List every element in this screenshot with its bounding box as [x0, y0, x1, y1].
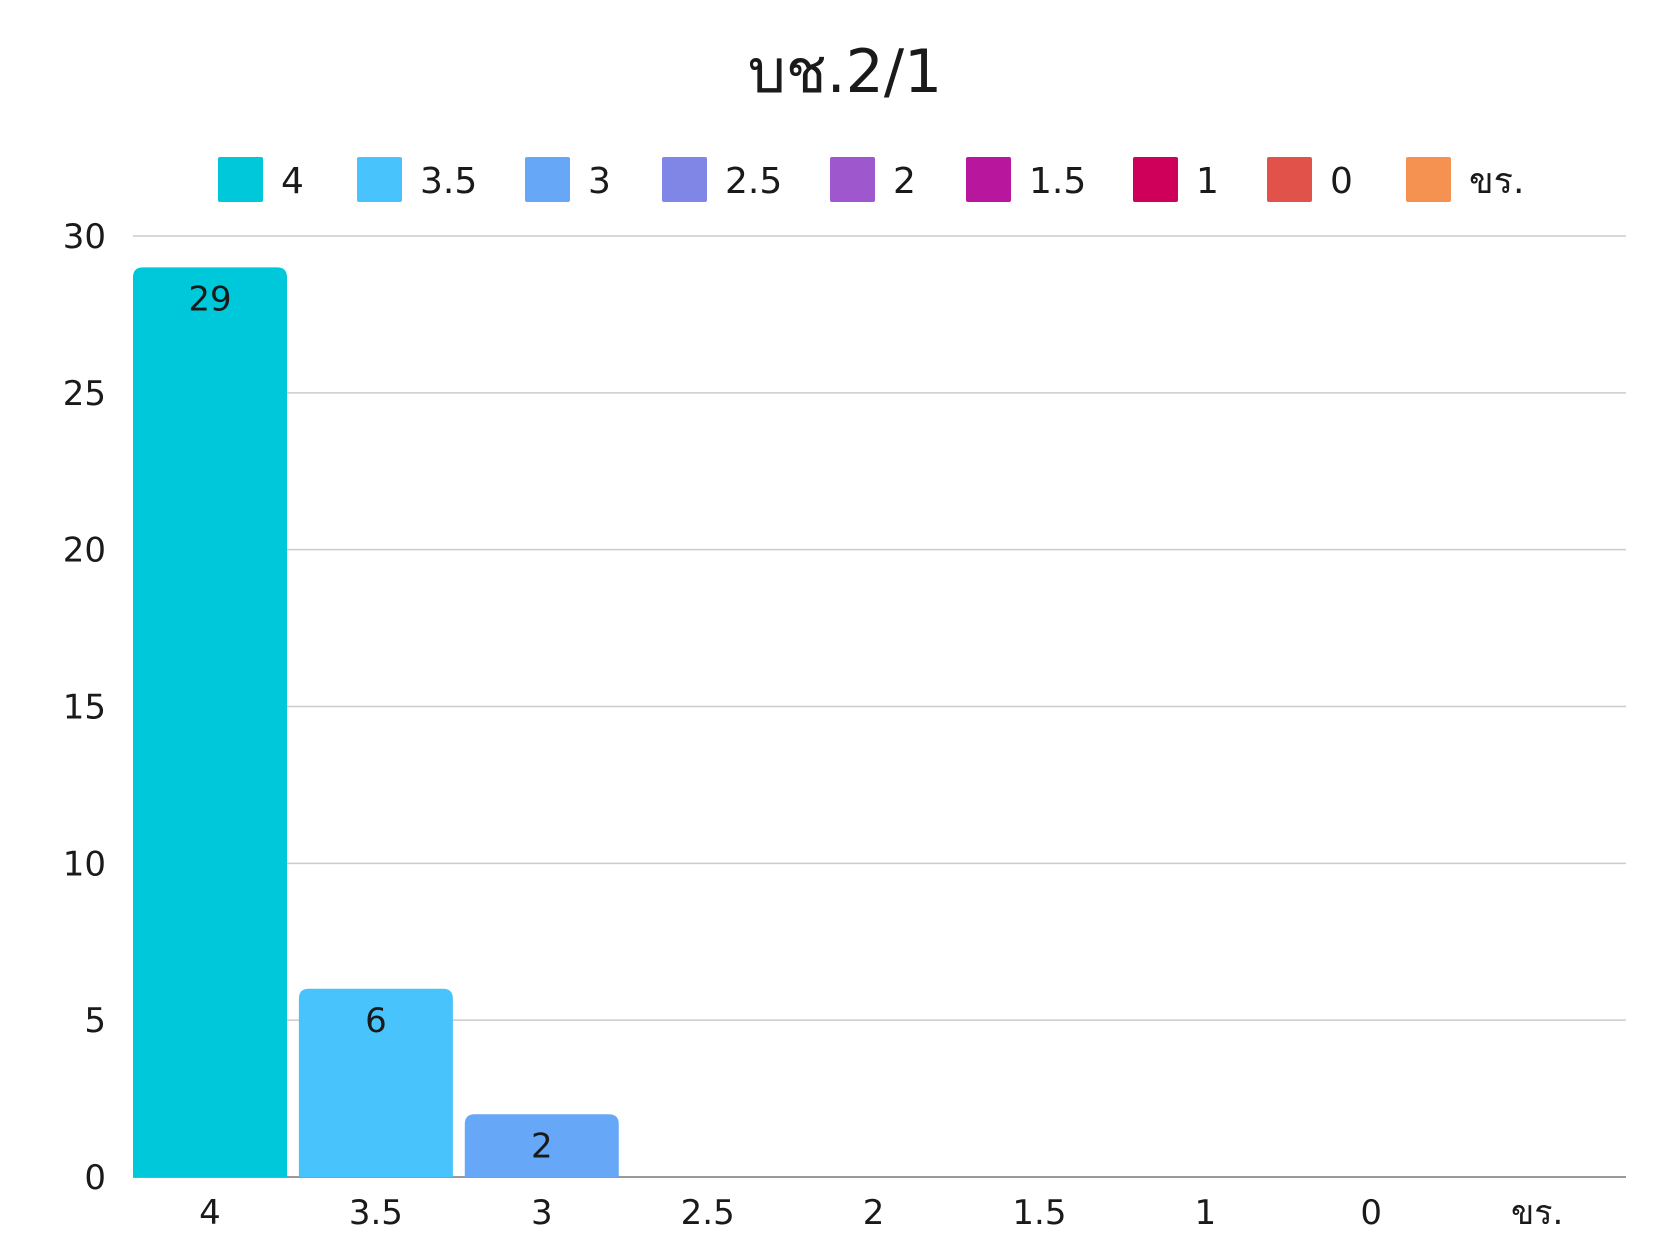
x-tick-label: 2	[863, 1193, 885, 1233]
legend-swatch	[1133, 157, 1178, 202]
bars	[133, 267, 619, 1177]
legend-entry-ขร.: ขร.	[1406, 157, 1524, 202]
y-tick-label: 10	[63, 844, 106, 884]
y-tick-label: 15	[63, 688, 106, 728]
y-tick-label: 20	[63, 531, 106, 571]
bar-4	[133, 267, 287, 1177]
x-tick-label: ขร.	[1511, 1193, 1563, 1233]
x-axis: 4 3.5 3 2.5 2 1.5 1 0 ขร.	[199, 1193, 1563, 1233]
x-tick-label: 2.5	[681, 1193, 735, 1233]
x-tick-label: 3.5	[349, 1193, 403, 1233]
legend-entry-4: 4	[218, 157, 304, 202]
y-tick-label: 25	[63, 374, 106, 414]
legend-label: 2.5	[725, 161, 782, 202]
legend-swatch	[525, 157, 570, 202]
legend-label: ขร.	[1469, 161, 1524, 202]
bar-3	[464, 1114, 619, 1177]
legend-label: 4	[281, 161, 304, 202]
bar-3.5	[298, 988, 453, 1177]
legend-entry-2.5: 2.5	[662, 157, 782, 202]
legend-entry-1.5: 1.5	[966, 157, 1086, 202]
legend-swatch	[218, 157, 263, 202]
legend-swatch	[662, 157, 707, 202]
legend-label: 1	[1196, 161, 1219, 202]
legend-label: 3	[588, 161, 611, 202]
x-tick-label: 0	[1360, 1193, 1382, 1233]
legend-entry-1: 1	[1133, 157, 1219, 202]
chart-title: บช.2/1	[748, 37, 942, 107]
legend-entry-2: 2	[830, 157, 916, 202]
data-label-3: 2	[531, 1126, 553, 1166]
y-axis: 0 5 10 15 20 25 30	[63, 217, 106, 1198]
legend-entry-0: 0	[1267, 157, 1353, 202]
data-label-3.5: 6	[365, 1001, 387, 1041]
x-tick-label: 4	[199, 1193, 221, 1233]
legend-label: 1.5	[1029, 161, 1086, 202]
x-tick-label: 1.5	[1012, 1193, 1066, 1233]
x-tick-label: 1	[1195, 1193, 1217, 1233]
x-tick-label: 3	[531, 1193, 553, 1233]
legend-swatch	[966, 157, 1011, 202]
legend-swatch	[357, 157, 402, 202]
legend-swatch	[1267, 157, 1312, 202]
legend-swatch	[830, 157, 875, 202]
y-tick-label: 5	[84, 1001, 106, 1041]
y-tick-label: 0	[84, 1158, 106, 1198]
data-label-4: 29	[188, 279, 231, 319]
legend-entry-3.5: 3.5	[357, 157, 477, 202]
legend-label: 3.5	[420, 161, 477, 202]
legend-label: 2	[893, 161, 916, 202]
legend-entry-3: 3	[525, 157, 611, 202]
legend-swatch	[1406, 157, 1451, 202]
data-labels: 29 6 2	[188, 279, 552, 1166]
legend-label: 0	[1330, 161, 1353, 202]
legend: 4 3.5 3 2.5 2 1.5 1 0 ขร.	[218, 157, 1524, 202]
y-tick-label: 30	[63, 217, 106, 257]
